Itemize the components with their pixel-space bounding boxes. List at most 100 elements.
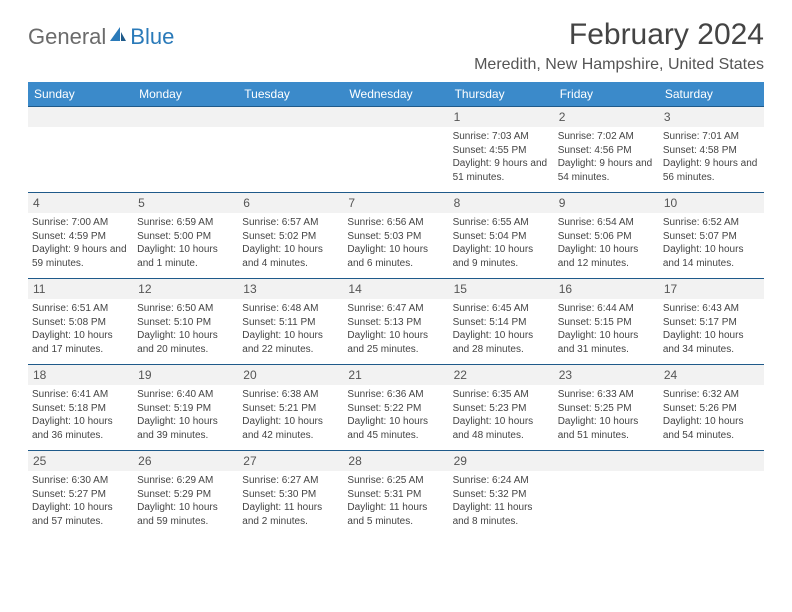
calendar-cell: 7 Sunrise: 6:56 AMSunset: 5:03 PMDaylight… xyxy=(343,193,448,279)
day-details: Sunrise: 6:55 AMSunset: 5:04 PMDaylight:… xyxy=(453,216,550,270)
calendar-body: 1Sunrise: 7:03 AMSunset: 4:55 PMDaylight… xyxy=(28,107,764,537)
logo-text-blue: Blue xyxy=(130,24,174,50)
day-details: Sunrise: 6:36 AMSunset: 5:22 PMDaylight:… xyxy=(347,388,444,442)
day-number: 11 xyxy=(28,279,133,299)
day-number: 28 xyxy=(343,451,448,471)
empty-day-band xyxy=(133,107,238,127)
day-number: 14 xyxy=(343,279,448,299)
calendar-cell: 11 Sunrise: 6:51 AMSunset: 5:08 PMDayligh… xyxy=(28,279,133,365)
day-number: 25 xyxy=(28,451,133,471)
calendar-cell: 17Sunrise: 6:43 AMSunset: 5:17 PMDayligh… xyxy=(659,279,764,365)
calendar-cell xyxy=(343,107,448,193)
day-details: Sunrise: 6:24 AMSunset: 5:32 PMDaylight:… xyxy=(453,474,550,528)
calendar-cell: 4 Sunrise: 7:00 AMSunset: 4:59 PMDaylight… xyxy=(28,193,133,279)
empty-day-band xyxy=(343,107,448,127)
title-block: February 2024 Meredith, New Hampshire, U… xyxy=(474,18,764,74)
day-details: Sunrise: 6:38 AMSunset: 5:21 PMDaylight:… xyxy=(242,388,339,442)
day-number: 23 xyxy=(554,365,659,385)
day-details: Sunrise: 6:32 AMSunset: 5:26 PMDaylight:… xyxy=(663,388,760,442)
calendar-cell xyxy=(28,107,133,193)
day-number: 8 xyxy=(449,193,554,213)
day-details: Sunrise: 6:25 AMSunset: 5:31 PMDaylight:… xyxy=(347,474,444,528)
day-details: Sunrise: 6:30 AMSunset: 5:27 PMDaylight:… xyxy=(32,474,129,528)
calendar-cell: 1Sunrise: 7:03 AMSunset: 4:55 PMDaylight… xyxy=(449,107,554,193)
empty-day-band xyxy=(659,451,764,471)
calendar-week-row: 25 Sunrise: 6:30 AMSunset: 5:27 PMDayligh… xyxy=(28,451,764,537)
day-number: 10 xyxy=(659,193,764,213)
day-details: Sunrise: 7:01 AMSunset: 4:58 PMDaylight:… xyxy=(663,130,760,184)
day-details: Sunrise: 6:52 AMSunset: 5:07 PMDaylight:… xyxy=(663,216,760,270)
calendar-cell: 27Sunrise: 6:27 AMSunset: 5:30 PMDayligh… xyxy=(238,451,343,537)
calendar-cell: 22Sunrise: 6:35 AMSunset: 5:23 PMDayligh… xyxy=(449,365,554,451)
logo: General Blue xyxy=(28,24,174,50)
logo-sail-icon xyxy=(108,25,128,50)
calendar-cell xyxy=(554,451,659,537)
calendar-cell: 16Sunrise: 6:44 AMSunset: 5:15 PMDayligh… xyxy=(554,279,659,365)
day-header: Tuesday xyxy=(238,82,343,107)
day-number: 21 xyxy=(343,365,448,385)
day-number: 3 xyxy=(659,107,764,127)
day-number: 20 xyxy=(238,365,343,385)
calendar-cell: 6Sunrise: 6:57 AMSunset: 5:02 PMDaylight… xyxy=(238,193,343,279)
day-number: 4 xyxy=(28,193,133,213)
location: Meredith, New Hampshire, United States xyxy=(474,56,764,74)
calendar-cell: 24 Sunrise: 6:32 AMSunset: 5:26 PMDayligh… xyxy=(659,365,764,451)
calendar-week-row: 4 Sunrise: 7:00 AMSunset: 4:59 PMDaylight… xyxy=(28,193,764,279)
day-number: 7 xyxy=(343,193,448,213)
day-number: 26 xyxy=(133,451,238,471)
calendar-cell: 13Sunrise: 6:48 AMSunset: 5:11 PMDayligh… xyxy=(238,279,343,365)
day-details: Sunrise: 6:56 AMSunset: 5:03 PMDaylight:… xyxy=(347,216,444,270)
calendar-cell: 2 Sunrise: 7:02 AMSunset: 4:56 PMDaylight… xyxy=(554,107,659,193)
day-number: 2 xyxy=(554,107,659,127)
day-number: 9 xyxy=(554,193,659,213)
calendar-cell: 8 Sunrise: 6:55 AMSunset: 5:04 PMDaylight… xyxy=(449,193,554,279)
calendar-cell: 25 Sunrise: 6:30 AMSunset: 5:27 PMDayligh… xyxy=(28,451,133,537)
calendar-week-row: 18 Sunrise: 6:41 AMSunset: 5:18 PMDayligh… xyxy=(28,365,764,451)
calendar-header-row: SundayMondayTuesdayWednesdayThursdayFrid… xyxy=(28,82,764,107)
day-number: 18 xyxy=(28,365,133,385)
day-details: Sunrise: 6:29 AMSunset: 5:29 PMDaylight:… xyxy=(137,474,234,528)
day-header: Monday xyxy=(133,82,238,107)
empty-day-band xyxy=(28,107,133,127)
calendar-cell: 23 Sunrise: 6:33 AMSunset: 5:25 PMDayligh… xyxy=(554,365,659,451)
day-number: 24 xyxy=(659,365,764,385)
day-number: 17 xyxy=(659,279,764,299)
day-details: Sunrise: 6:59 AMSunset: 5:00 PMDaylight:… xyxy=(137,216,234,270)
day-details: Sunrise: 7:00 AMSunset: 4:59 PMDaylight:… xyxy=(32,216,129,270)
calendar-cell: 21 Sunrise: 6:36 AMSunset: 5:22 PMDayligh… xyxy=(343,365,448,451)
calendar-cell: 14Sunrise: 6:47 AMSunset: 5:13 PMDayligh… xyxy=(343,279,448,365)
day-header: Thursday xyxy=(449,82,554,107)
day-details: Sunrise: 7:03 AMSunset: 4:55 PMDaylight:… xyxy=(453,130,550,184)
day-header: Saturday xyxy=(659,82,764,107)
day-details: Sunrise: 6:51 AMSunset: 5:08 PMDaylight:… xyxy=(32,302,129,356)
calendar-cell: 9 Sunrise: 6:54 AMSunset: 5:06 PMDaylight… xyxy=(554,193,659,279)
day-number: 12 xyxy=(133,279,238,299)
calendar-week-row: 11 Sunrise: 6:51 AMSunset: 5:08 PMDayligh… xyxy=(28,279,764,365)
calendar-cell: 19Sunrise: 6:40 AMSunset: 5:19 PMDayligh… xyxy=(133,365,238,451)
day-header: Wednesday xyxy=(343,82,448,107)
day-details: Sunrise: 7:02 AMSunset: 4:56 PMDaylight:… xyxy=(558,130,655,184)
day-details: Sunrise: 6:54 AMSunset: 5:06 PMDaylight:… xyxy=(558,216,655,270)
calendar-cell: 5Sunrise: 6:59 AMSunset: 5:00 PMDaylight… xyxy=(133,193,238,279)
day-number: 16 xyxy=(554,279,659,299)
calendar-cell: 3 Sunrise: 7:01 AMSunset: 4:58 PMDaylight… xyxy=(659,107,764,193)
day-number: 27 xyxy=(238,451,343,471)
day-details: Sunrise: 6:33 AMSunset: 5:25 PMDaylight:… xyxy=(558,388,655,442)
calendar-cell xyxy=(659,451,764,537)
empty-day-band xyxy=(554,451,659,471)
calendar-cell: 20 Sunrise: 6:38 AMSunset: 5:21 PMDayligh… xyxy=(238,365,343,451)
calendar-cell xyxy=(238,107,343,193)
day-details: Sunrise: 6:41 AMSunset: 5:18 PMDaylight:… xyxy=(32,388,129,442)
day-number: 29 xyxy=(449,451,554,471)
calendar-cell: 15Sunrise: 6:45 AMSunset: 5:14 PMDayligh… xyxy=(449,279,554,365)
day-details: Sunrise: 6:40 AMSunset: 5:19 PMDaylight:… xyxy=(137,388,234,442)
day-header: Friday xyxy=(554,82,659,107)
day-number: 15 xyxy=(449,279,554,299)
calendar-cell: 28 Sunrise: 6:25 AMSunset: 5:31 PMDayligh… xyxy=(343,451,448,537)
calendar-cell: 29 Sunrise: 6:24 AMSunset: 5:32 PMDayligh… xyxy=(449,451,554,537)
calendar-cell: 12Sunrise: 6:50 AMSunset: 5:10 PMDayligh… xyxy=(133,279,238,365)
empty-day-band xyxy=(238,107,343,127)
day-number: 13 xyxy=(238,279,343,299)
day-details: Sunrise: 6:35 AMSunset: 5:23 PMDaylight:… xyxy=(453,388,550,442)
day-header: Sunday xyxy=(28,82,133,107)
